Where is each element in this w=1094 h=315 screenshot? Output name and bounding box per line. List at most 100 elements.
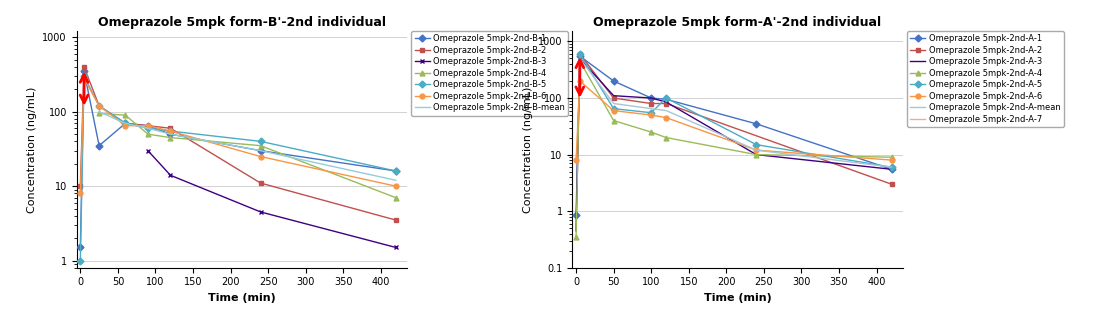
Omeprazole 5mpk-2nd-A-5	[749, 143, 763, 146]
Omeprazole 5mpk-2nd-B-6	[141, 124, 154, 128]
Omeprazole 5mpk-2nd-A-1	[660, 97, 673, 101]
Omeprazole 5mpk-2nd-B-1	[164, 132, 177, 136]
Omeprazole 5mpk-2nd-B-1	[78, 69, 91, 73]
Omeprazole 5mpk-2nd-A-2	[573, 52, 586, 56]
Omeprazole 5mpk-2nd-B-2	[254, 181, 267, 185]
Omeprazole 5mpk-2nd-B-4	[254, 144, 267, 148]
Omeprazole 5mpk-2nd-A-4	[885, 155, 898, 159]
Omeprazole 5mpk-2nd-A-mean	[660, 109, 673, 112]
Line: Omeprazole 5mpk-2nd-B-3: Omeprazole 5mpk-2nd-B-3	[146, 148, 398, 250]
Omeprazole 5mpk-2nd-A-1	[607, 79, 620, 83]
Omeprazole 5mpk-2nd-B-2	[93, 104, 106, 108]
Omeprazole 5mpk-2nd-B-1	[73, 246, 86, 249]
Omeprazole 5mpk-2nd-B-3	[254, 210, 267, 214]
Omeprazole 5mpk-2nd-A-3	[570, 229, 583, 233]
Line: Omeprazole 5mpk-2nd-A-3: Omeprazole 5mpk-2nd-A-3	[577, 59, 892, 231]
Omeprazole 5mpk-2nd-B-5	[389, 169, 403, 173]
Omeprazole 5mpk-2nd-B-2	[141, 124, 154, 128]
Omeprazole 5mpk-2nd-A-5	[607, 107, 620, 111]
Omeprazole 5mpk-2nd-B-4	[389, 196, 403, 200]
Omeprazole 5mpk-2nd-B-1	[389, 169, 403, 173]
Omeprazole 5mpk-2nd-A-4	[607, 119, 620, 123]
Omeprazole 5mpk-2nd-A-6	[573, 79, 586, 83]
Omeprazole 5mpk-2nd-B-mean	[141, 126, 154, 130]
Omeprazole 5mpk-2nd-A-3	[660, 100, 673, 104]
Omeprazole 5mpk-2nd-A-1	[644, 96, 657, 100]
Omeprazole 5mpk-2nd-B-5	[119, 121, 132, 125]
Title: Omeprazole 5mpk form-B'-2nd individual: Omeprazole 5mpk form-B'-2nd individual	[97, 16, 386, 29]
Line: Omeprazole 5mpk-2nd-B-mean: Omeprazole 5mpk-2nd-B-mean	[100, 112, 396, 180]
Omeprazole 5mpk-2nd-B-3	[141, 149, 154, 152]
Omeprazole 5mpk-2nd-B-4	[93, 112, 106, 115]
Omeprazole 5mpk-2nd-A-5	[573, 52, 586, 56]
Omeprazole 5mpk-2nd-B-5	[78, 74, 91, 78]
Omeprazole 5mpk-2nd-B-3	[389, 246, 403, 249]
Omeprazole 5mpk-2nd-B-6	[93, 104, 106, 108]
Omeprazole 5mpk-2nd-A-1	[749, 122, 763, 126]
Omeprazole 5mpk-2nd-A-6	[644, 113, 657, 117]
Y-axis label: Concentration (ng/mL): Concentration (ng/mL)	[523, 86, 533, 213]
Omeprazole 5mpk-2nd-A-2	[885, 182, 898, 186]
Line: Omeprazole 5mpk-2nd-A-4: Omeprazole 5mpk-2nd-A-4	[573, 59, 894, 239]
Omeprazole 5mpk-2nd-B-1	[254, 149, 267, 152]
Line: Omeprazole 5mpk-2nd-A-1: Omeprazole 5mpk-2nd-A-1	[573, 54, 894, 218]
Omeprazole 5mpk-2nd-A-6	[749, 148, 763, 152]
Omeprazole 5mpk-2nd-B-2	[164, 126, 177, 130]
Line: Omeprazole 5mpk-2nd-A-mean: Omeprazole 5mpk-2nd-A-mean	[580, 59, 892, 167]
Omeprazole 5mpk-2nd-B-4	[164, 136, 177, 140]
Omeprazole 5mpk-2nd-A-1	[885, 167, 898, 171]
Title: Omeprazole 5mpk form-A'-2nd individual: Omeprazole 5mpk form-A'-2nd individual	[593, 16, 882, 29]
Omeprazole 5mpk-2nd-B-4	[119, 113, 132, 117]
Omeprazole 5mpk-2nd-A-2	[644, 102, 657, 106]
Omeprazole 5mpk-2nd-A-2	[660, 102, 673, 106]
Omeprazole 5mpk-2nd-A-4	[573, 59, 586, 63]
Omeprazole 5mpk-2nd-A-6	[885, 158, 898, 162]
Line: Omeprazole 5mpk-2nd-B-6: Omeprazole 5mpk-2nd-B-6	[78, 76, 398, 196]
Omeprazole 5mpk-2nd-A-mean	[607, 102, 620, 106]
Omeprazole 5mpk-2nd-B-2	[73, 184, 86, 188]
Y-axis label: Concentration (ng/mL): Concentration (ng/mL)	[26, 86, 37, 213]
Omeprazole 5mpk-2nd-A-5	[885, 165, 898, 169]
Omeprazole 5mpk-2nd-B-5	[93, 104, 106, 108]
Omeprazole 5mpk-2nd-A-1	[570, 213, 583, 217]
Omeprazole 5mpk-2nd-B-6	[73, 192, 86, 195]
Omeprazole 5mpk-2nd-B-6	[254, 155, 267, 158]
Omeprazole 5mpk-2nd-B-5	[254, 140, 267, 143]
Omeprazole 5mpk-2nd-B-4	[141, 132, 154, 136]
Line: Omeprazole 5mpk-2nd-A-6: Omeprazole 5mpk-2nd-A-6	[573, 78, 894, 163]
Omeprazole 5mpk-2nd-A-mean	[644, 107, 657, 111]
Omeprazole 5mpk-2nd-A-4	[644, 130, 657, 134]
Omeprazole 5mpk-2nd-B-5	[164, 129, 177, 133]
Omeprazole 5mpk-2nd-B-1	[93, 144, 106, 148]
Omeprazole 5mpk-2nd-B-2	[78, 65, 91, 69]
Omeprazole 5mpk-2nd-B-mean	[119, 121, 132, 125]
Omeprazole 5mpk-2nd-B-1	[141, 124, 154, 128]
Line: Omeprazole 5mpk-2nd-B-2: Omeprazole 5mpk-2nd-B-2	[78, 65, 398, 222]
Omeprazole 5mpk-2nd-A-mean	[885, 165, 898, 169]
Line: Omeprazole 5mpk-2nd-B-5: Omeprazole 5mpk-2nd-B-5	[78, 74, 398, 263]
Omeprazole 5mpk-2nd-A-4	[660, 136, 673, 140]
Omeprazole 5mpk-2nd-B-1	[119, 121, 132, 125]
Omeprazole 5mpk-2nd-A-4	[749, 153, 763, 157]
Omeprazole 5mpk-2nd-B-5	[73, 259, 86, 262]
Omeprazole 5mpk-2nd-A-mean	[573, 57, 586, 60]
Omeprazole 5mpk-2nd-B-6	[78, 77, 91, 80]
Omeprazole 5mpk-2nd-A-3	[885, 167, 898, 171]
Omeprazole 5mpk-2nd-B-mean	[164, 132, 177, 136]
Omeprazole 5mpk-2nd-A-5	[660, 96, 673, 100]
Omeprazole 5mpk-2nd-A-mean	[749, 148, 763, 152]
Legend: Omeprazole 5mpk-2nd-B-1, Omeprazole 5mpk-2nd-B-2, Omeprazole 5mpk-2nd-B-3, Omepr: Omeprazole 5mpk-2nd-B-1, Omeprazole 5mpk…	[411, 31, 568, 116]
Omeprazole 5mpk-2nd-B-mean	[254, 149, 267, 152]
Line: Omeprazole 5mpk-2nd-A-5: Omeprazole 5mpk-2nd-A-5	[578, 52, 894, 169]
Omeprazole 5mpk-2nd-B-6	[164, 129, 177, 133]
Line: Omeprazole 5mpk-2nd-B-1: Omeprazole 5mpk-2nd-B-1	[78, 69, 398, 250]
Omeprazole 5mpk-2nd-A-3	[644, 96, 657, 100]
X-axis label: Time (min): Time (min)	[208, 293, 276, 303]
X-axis label: Time (min): Time (min)	[703, 293, 771, 303]
Omeprazole 5mpk-2nd-B-5	[141, 126, 154, 130]
Omeprazole 5mpk-2nd-B-mean	[93, 110, 106, 114]
Omeprazole 5mpk-2nd-A-5	[644, 111, 657, 115]
Omeprazole 5mpk-2nd-B-3	[164, 173, 177, 177]
Omeprazole 5mpk-2nd-B-mean	[389, 178, 403, 182]
Omeprazole 5mpk-2nd-B-6	[119, 124, 132, 128]
